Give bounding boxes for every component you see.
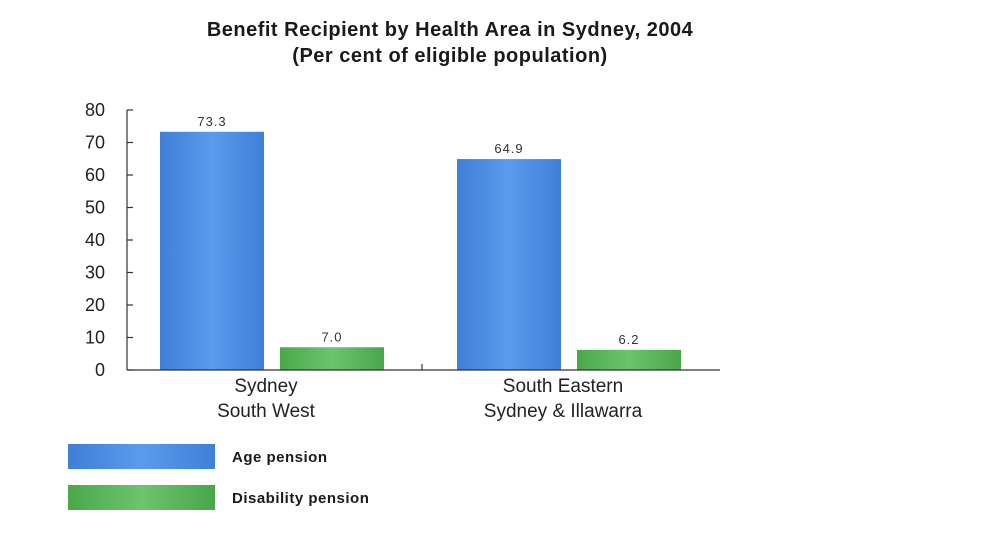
data-label: 7.0 bbox=[321, 329, 342, 344]
bar bbox=[280, 347, 384, 370]
chart-subtitle: (Per cent of eligible population) bbox=[292, 45, 607, 67]
x-category-label: Sydney bbox=[234, 376, 298, 397]
data-label: 73.3 bbox=[197, 114, 226, 129]
data-label: 6.2 bbox=[618, 332, 639, 347]
data-label: 64.9 bbox=[494, 141, 523, 156]
y-tick-label: 60 bbox=[85, 165, 105, 185]
value-label-group: 73.3 64.9 7.0 6.2 bbox=[197, 114, 639, 347]
y-tick-label: 80 bbox=[85, 100, 105, 120]
y-tick-label: 40 bbox=[85, 230, 105, 250]
bar bbox=[577, 349, 681, 370]
bar-group bbox=[160, 131, 681, 370]
y-tick-label: 30 bbox=[85, 263, 105, 283]
bar bbox=[457, 159, 561, 370]
legend: Age pension Disability pension bbox=[68, 444, 369, 510]
y-tick-label: 20 bbox=[85, 295, 105, 315]
legend-label: Disability pension bbox=[232, 490, 369, 507]
chart-title: Benefit Recipient by Health Area in Sydn… bbox=[207, 19, 694, 41]
y-tick-label: 0 bbox=[95, 360, 105, 380]
y-tick-label: 10 bbox=[85, 328, 105, 348]
legend-label: Age pension bbox=[232, 449, 328, 466]
y-axis: 0 10 20 30 40 50 60 70 80 bbox=[85, 100, 133, 380]
y-tick-label: 70 bbox=[85, 133, 105, 153]
legend-swatch bbox=[68, 444, 215, 469]
x-category-label: South West bbox=[217, 401, 316, 422]
legend-swatch bbox=[68, 485, 215, 510]
x-category-label: Sydney & Illawarra bbox=[484, 401, 643, 422]
bar bbox=[160, 131, 264, 370]
x-axis: Sydney South West South Eastern Sydney & Il… bbox=[127, 364, 720, 422]
y-tick-label: 50 bbox=[85, 198, 105, 218]
x-category-label: South Eastern bbox=[503, 376, 623, 397]
